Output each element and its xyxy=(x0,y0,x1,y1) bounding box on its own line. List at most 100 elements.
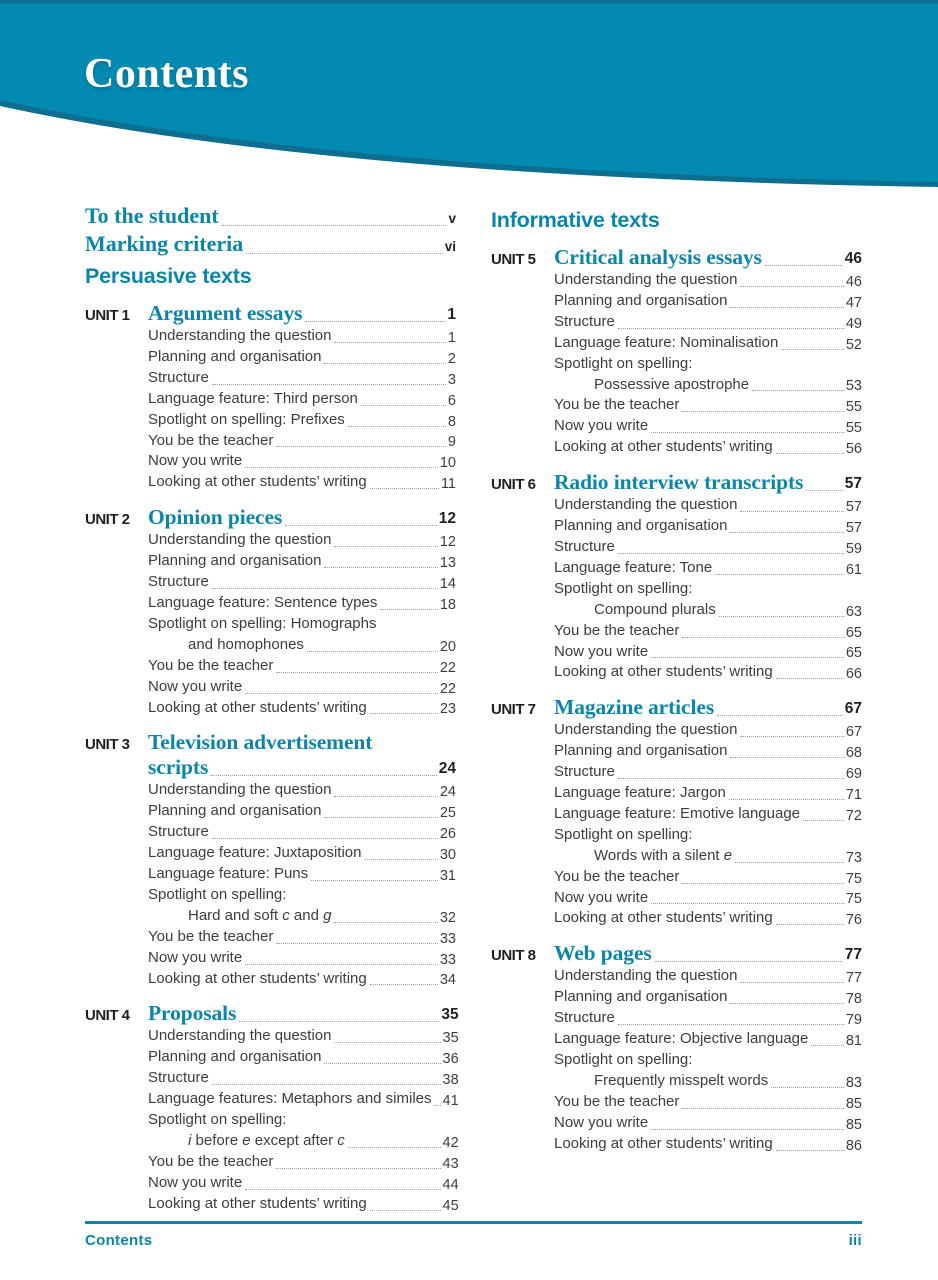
entry-text: You be the teacher xyxy=(554,396,680,414)
unit-body: Argument essays 1 Understanding the questi… xyxy=(148,301,456,493)
toc-entry-row: You be the teacher 75 xyxy=(554,867,862,888)
page-footer: Contents iii xyxy=(85,1221,862,1249)
entry-text: Opinion pieces xyxy=(148,505,283,530)
page-number: 66 xyxy=(845,666,862,683)
toc-entry-row: You be the teacher 65 xyxy=(554,621,862,642)
page-number: 61 xyxy=(845,561,862,578)
unit-title-row: Magazine articles 67 xyxy=(554,695,862,720)
toc-entry-row: Understanding the question 67 xyxy=(554,720,862,741)
dot-leader xyxy=(651,903,844,905)
front-matter-row: Marking criteria vi xyxy=(85,230,456,258)
unit-body: Opinion pieces 12 Understanding the questi… xyxy=(148,505,456,718)
toc-entry-row: Structure 38 xyxy=(148,1068,459,1089)
toc-entry-row: Structure 26 xyxy=(148,822,456,843)
page-number: 75 xyxy=(845,891,862,908)
dot-leader xyxy=(305,321,446,322)
section-heading: Informative texts xyxy=(491,208,660,232)
dot-leader xyxy=(682,636,844,638)
page-number: 31 xyxy=(439,867,456,884)
entry-text: Structure xyxy=(148,368,209,386)
toc-entry-row: Now you write 10 xyxy=(148,451,456,472)
toc-entry-row: Structure 69 xyxy=(554,762,862,783)
toc-entry-row: Looking at other students’ writing 56 xyxy=(554,437,862,458)
page-number: 43 xyxy=(442,1155,459,1172)
toc-entry-row: Spotlight on spelling: xyxy=(554,579,862,600)
entry-text: Understanding the question xyxy=(554,721,738,739)
dot-leader xyxy=(334,921,438,923)
unit-block: UNIT 7 Magazine articles 67 Understanding t… xyxy=(491,695,862,929)
dot-leader xyxy=(239,1021,440,1023)
entry-text: You be the teacher xyxy=(148,656,274,674)
unit-title-line: Television advertisement xyxy=(148,730,373,755)
entry-text: Magazine articles xyxy=(554,695,715,720)
entry-text: Spotlight on spelling: Prefixes xyxy=(148,410,345,428)
page-number: 67 xyxy=(844,700,862,718)
unit-body: Critical analysis essays 46 Understanding … xyxy=(554,245,862,458)
page-number: 57 xyxy=(845,519,862,536)
footer-section-label: Contents xyxy=(85,1232,153,1249)
page-number: 6 xyxy=(447,392,456,409)
toc-entry-row: Frequently misspelt words 83 xyxy=(554,1071,862,1092)
dot-leader xyxy=(221,225,447,226)
page-number: 33 xyxy=(439,930,456,947)
page-number: 65 xyxy=(845,624,862,641)
entry-text: You be the teacher xyxy=(148,1152,274,1170)
page-number: 68 xyxy=(845,745,862,762)
toc-entry-row: Planning and organisation 13 xyxy=(148,551,456,572)
dot-leader xyxy=(803,819,844,821)
toc-entry-row: Looking at other students’ writing 45 xyxy=(148,1194,459,1215)
unit-title-row: Critical analysis essays 46 xyxy=(554,245,862,270)
page-header: Contents xyxy=(0,0,938,190)
dot-leader xyxy=(752,390,844,392)
entry-text: Words with a silent e xyxy=(594,846,732,867)
page-number: 41 xyxy=(442,1093,459,1110)
toc-entry-row: Possessive apostrophe 53 xyxy=(554,375,862,396)
page-number: 59 xyxy=(845,540,862,557)
page-number: 8 xyxy=(447,413,456,430)
entry-text: Structure xyxy=(554,763,615,781)
toc-entry-row: Now you write 75 xyxy=(554,888,862,909)
toc-entry-row: Language feature: Emotive language 72 xyxy=(554,804,862,825)
dot-leader xyxy=(735,861,844,863)
unit-block: UNIT 1 Argument essays 1 Understanding the … xyxy=(85,301,456,493)
toc-entry-row: Understanding the question 35 xyxy=(148,1026,459,1047)
entry-text: Structure xyxy=(554,312,615,330)
dot-leader xyxy=(651,657,844,659)
entry-text: Spotlight on spelling: xyxy=(554,579,693,597)
toc-entry-row: Looking at other students’ writing 86 xyxy=(554,1134,862,1155)
unit-title-row: Radio interview transcripts 57 xyxy=(554,470,862,495)
dot-leader xyxy=(651,432,844,434)
dot-leader xyxy=(276,942,438,944)
unit-label: UNIT 5 xyxy=(491,251,536,268)
dot-leader xyxy=(245,963,438,965)
entry-text: Critical analysis essays xyxy=(554,245,762,269)
dot-leader xyxy=(730,531,844,533)
dot-leader xyxy=(771,1086,844,1088)
toc-entry-row: You be the teacher 43 xyxy=(148,1152,459,1173)
toc-entry-row: You be the teacher 85 xyxy=(554,1092,862,1113)
unit-label: UNIT 2 xyxy=(85,511,130,529)
page-number: 55 xyxy=(845,399,862,416)
toc-entry-row: Planning and organisation 68 xyxy=(554,741,862,762)
entry-text-part: Hard and soft xyxy=(188,906,283,924)
page-number: 72 xyxy=(845,807,862,824)
toc-entry-row: Looking at other students’ writing 66 xyxy=(554,662,862,683)
dot-leader xyxy=(211,838,438,840)
page-number: 71 xyxy=(845,786,862,803)
toc-entry-row: Language feature: Jargon 71 xyxy=(554,783,862,804)
page-number: 11 xyxy=(440,476,456,493)
entry-text: Structure xyxy=(148,573,209,591)
toc-entry-row: Language feature: Sentence types 18 xyxy=(148,593,456,614)
dot-leader xyxy=(360,404,446,406)
page-number: 69 xyxy=(845,766,862,783)
dot-leader xyxy=(324,362,446,364)
page-number: 14 xyxy=(439,575,456,592)
page-number: 77 xyxy=(844,946,862,964)
entry-text: Language feature: Tone xyxy=(554,558,713,576)
dot-leader xyxy=(740,285,844,287)
toc-entry-row: Planning and organisation 78 xyxy=(554,987,862,1008)
dot-leader xyxy=(245,467,438,469)
toc-entry-row: Planning and organisation 2 xyxy=(148,347,456,368)
page-number: 63 xyxy=(845,603,862,620)
page-number: 53 xyxy=(845,378,862,395)
